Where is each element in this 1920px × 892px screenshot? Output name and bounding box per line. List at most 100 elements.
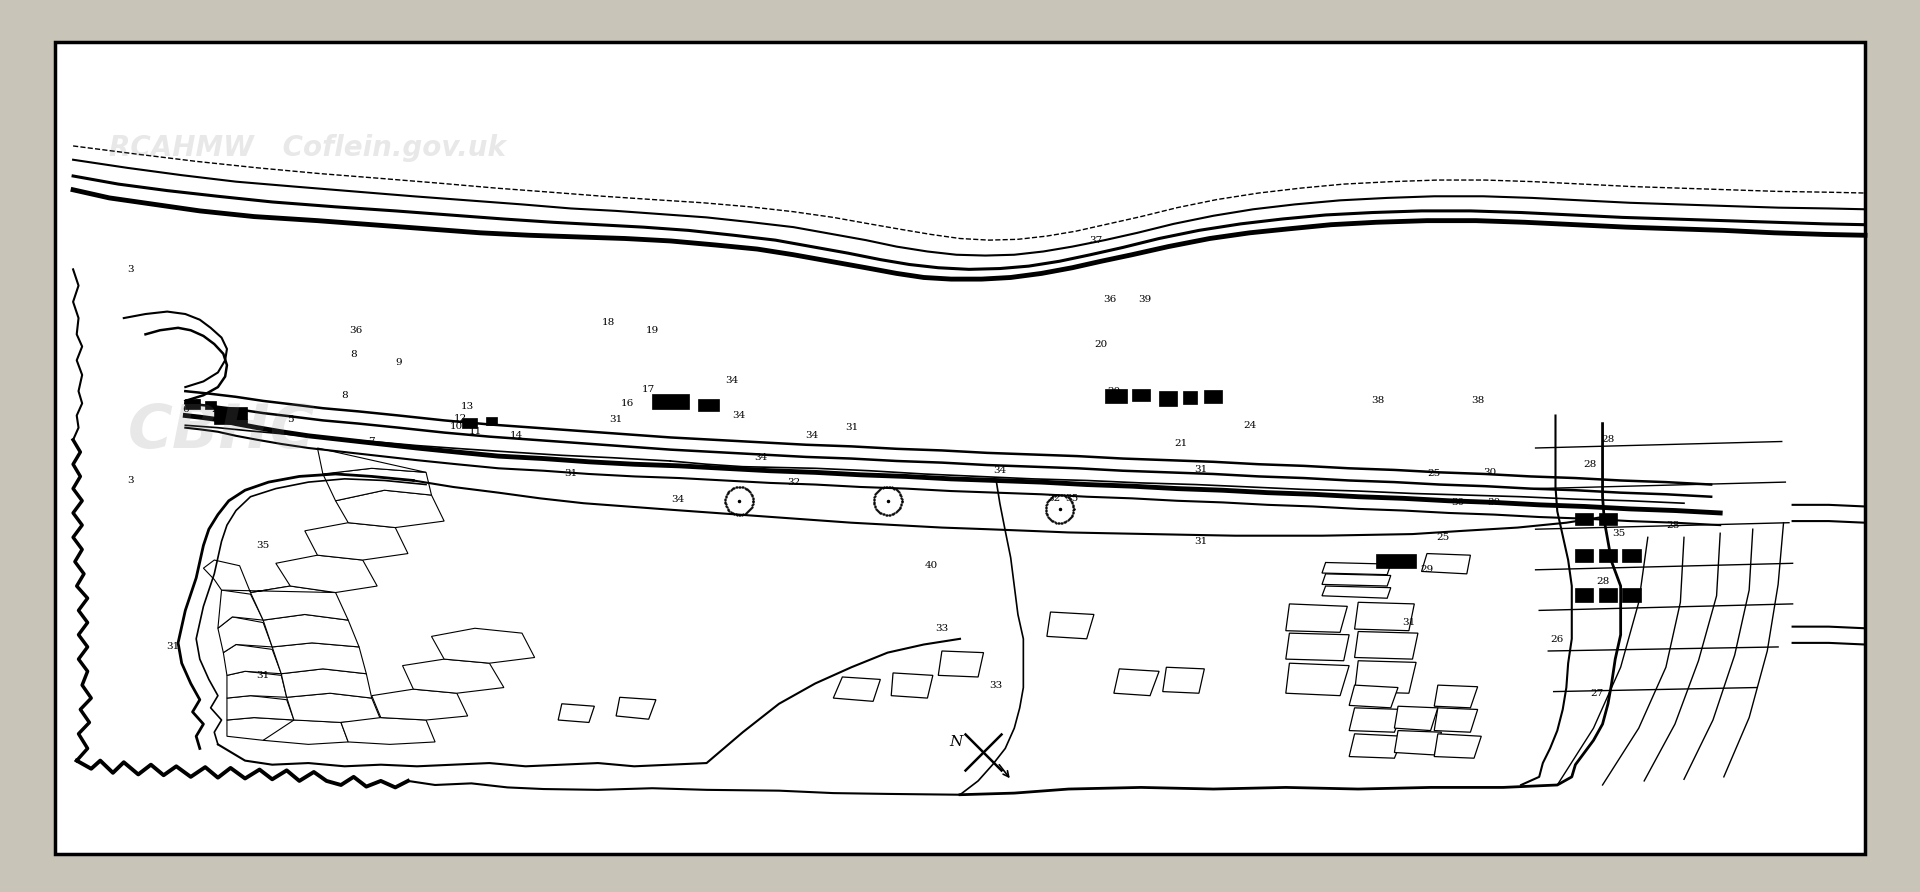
Text: 35: 35	[1066, 494, 1079, 503]
Polygon shape	[891, 673, 933, 698]
Text: 34: 34	[670, 495, 684, 504]
Polygon shape	[1323, 563, 1390, 574]
Polygon shape	[305, 523, 407, 560]
Text: 8: 8	[342, 391, 348, 400]
Bar	[186, 400, 200, 409]
Polygon shape	[1323, 574, 1390, 586]
Polygon shape	[263, 720, 348, 745]
Text: 28: 28	[1601, 435, 1615, 444]
Text: 18: 18	[603, 318, 616, 326]
Polygon shape	[336, 491, 444, 527]
Text: 9: 9	[396, 359, 401, 368]
Polygon shape	[1286, 633, 1350, 661]
Polygon shape	[250, 586, 348, 620]
Text: 33: 33	[935, 624, 948, 632]
Polygon shape	[1350, 734, 1404, 758]
Text: 28: 28	[1596, 577, 1609, 586]
Text: 38: 38	[1471, 396, 1484, 405]
Text: 34: 34	[733, 411, 745, 420]
Polygon shape	[286, 693, 380, 723]
Bar	[1204, 391, 1223, 402]
Text: 30: 30	[1488, 498, 1501, 507]
Polygon shape	[616, 698, 657, 719]
Text: 31: 31	[1194, 465, 1208, 474]
Bar	[1133, 389, 1150, 401]
Text: 31: 31	[257, 671, 271, 680]
Text: 6: 6	[192, 399, 200, 408]
Text: 30: 30	[1484, 468, 1498, 477]
Polygon shape	[1421, 554, 1471, 574]
Text: 31: 31	[609, 415, 622, 424]
Text: 24: 24	[1242, 421, 1256, 430]
Bar	[1377, 554, 1417, 568]
Polygon shape	[223, 645, 280, 675]
Text: 31: 31	[1194, 537, 1208, 546]
Polygon shape	[1394, 706, 1438, 731]
Text: 34: 34	[804, 432, 818, 441]
Bar	[1622, 588, 1640, 602]
Text: 32: 32	[787, 477, 801, 487]
Bar	[1599, 513, 1617, 525]
Text: 14: 14	[511, 431, 522, 440]
Text: 31: 31	[1402, 618, 1415, 627]
Polygon shape	[227, 696, 294, 720]
Polygon shape	[323, 468, 432, 500]
Text: 5: 5	[286, 415, 294, 424]
Bar	[1622, 549, 1640, 562]
Text: 19: 19	[645, 326, 659, 334]
Polygon shape	[833, 677, 881, 701]
Polygon shape	[1434, 708, 1478, 732]
Text: 2: 2	[211, 405, 217, 414]
Bar	[1104, 389, 1127, 403]
Text: 27: 27	[1590, 689, 1603, 698]
Bar	[1183, 392, 1196, 404]
Text: 35: 35	[1613, 529, 1626, 538]
Polygon shape	[1046, 612, 1094, 639]
Text: 29: 29	[1421, 566, 1434, 574]
Polygon shape	[280, 669, 372, 698]
Text: 21: 21	[1175, 440, 1187, 449]
Polygon shape	[1394, 731, 1442, 755]
Text: 30: 30	[1452, 498, 1465, 507]
Bar	[653, 394, 689, 409]
Text: 28: 28	[1584, 459, 1597, 468]
Text: 39: 39	[1139, 295, 1152, 304]
Bar	[1599, 588, 1617, 602]
Polygon shape	[263, 615, 359, 647]
Polygon shape	[1164, 667, 1204, 693]
Text: 10: 10	[449, 422, 463, 431]
Polygon shape	[342, 717, 436, 745]
Text: 34: 34	[755, 453, 768, 462]
Bar	[486, 417, 497, 425]
Bar	[1576, 513, 1594, 525]
Text: RCAHMW   Coflein.gov.uk: RCAHMW Coflein.gov.uk	[109, 134, 507, 161]
Text: 38: 38	[1371, 396, 1384, 405]
Polygon shape	[403, 659, 503, 693]
Bar	[215, 408, 248, 424]
Bar	[205, 401, 217, 409]
Text: 3: 3	[129, 476, 134, 485]
Text: 36: 36	[1104, 295, 1117, 304]
Text: 17: 17	[641, 385, 655, 394]
Polygon shape	[1286, 604, 1348, 632]
Text: CBHC: CBHC	[127, 402, 315, 461]
Bar	[1160, 392, 1177, 406]
Text: 33: 33	[989, 681, 1002, 690]
Polygon shape	[1323, 586, 1390, 599]
Text: 4: 4	[242, 415, 248, 424]
Text: 20: 20	[1094, 340, 1108, 349]
Text: 26: 26	[1551, 635, 1565, 644]
Text: 37: 37	[1089, 236, 1102, 245]
Text: N: N	[948, 736, 962, 749]
Polygon shape	[1434, 685, 1478, 708]
Polygon shape	[1286, 663, 1350, 696]
Text: 36: 36	[349, 326, 363, 334]
Text: 11: 11	[468, 427, 482, 436]
Bar	[1599, 549, 1617, 562]
Polygon shape	[227, 717, 300, 740]
Bar	[697, 400, 720, 411]
Text: 40: 40	[924, 561, 937, 570]
Text: 6: 6	[182, 405, 188, 414]
Polygon shape	[217, 617, 273, 653]
Text: 28: 28	[1667, 521, 1680, 530]
